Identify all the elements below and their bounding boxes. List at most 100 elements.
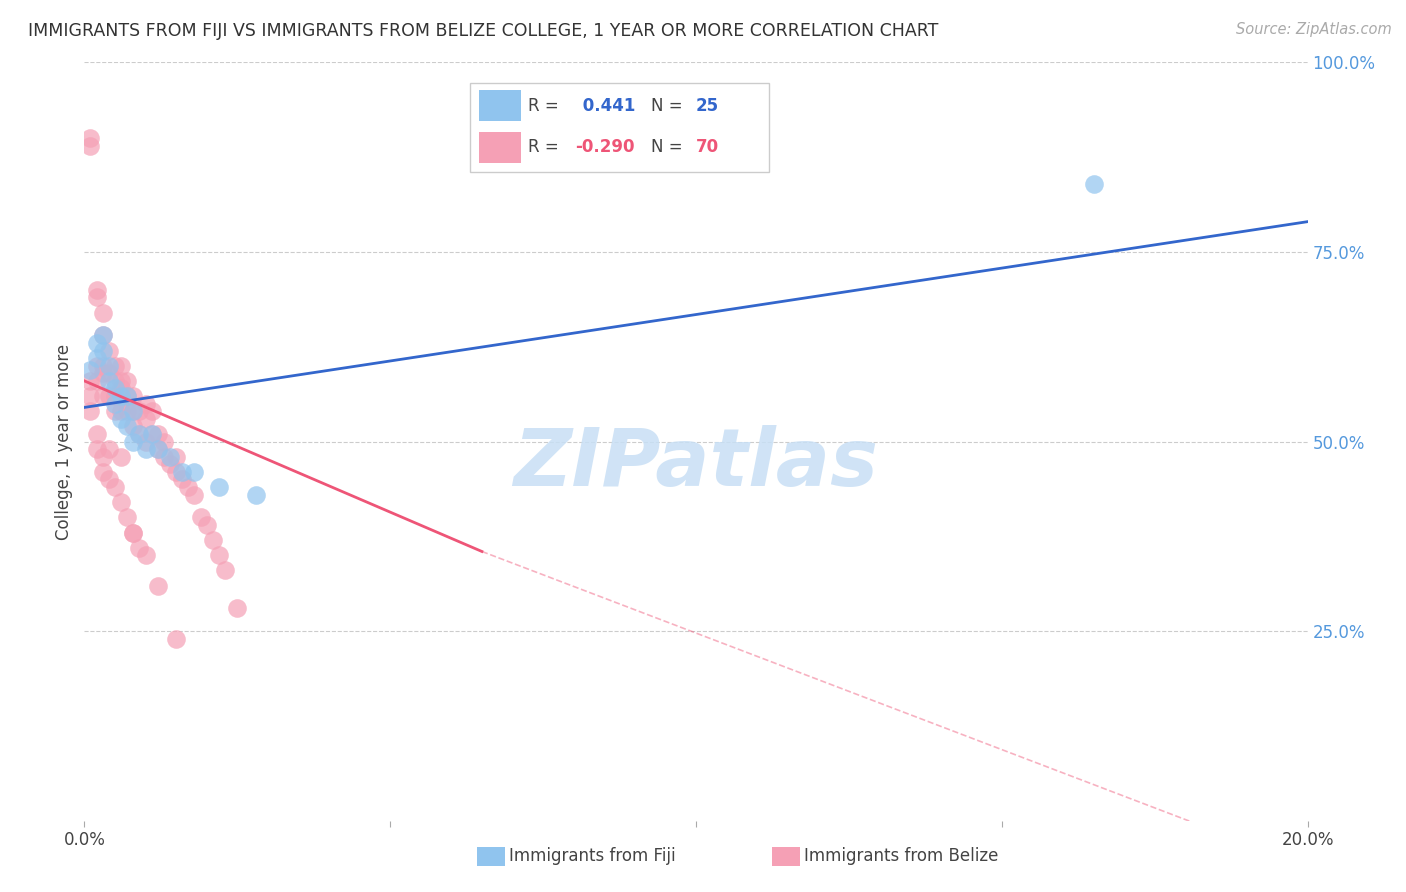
Text: N =: N = (651, 138, 682, 156)
Point (91, 305, 114, 319)
Point (110, 495, 132, 509)
Point (104, 374, 127, 388)
Point (115, 404, 138, 418)
Point (122, 404, 145, 418)
Point (165, 465, 187, 479)
Point (104, 359, 127, 373)
Point (177, 480, 200, 494)
Point (135, 412, 157, 426)
Text: R =: R = (529, 138, 560, 156)
Text: -0.290: -0.290 (575, 138, 634, 156)
FancyBboxPatch shape (470, 83, 769, 172)
Point (110, 359, 132, 373)
Text: IMMIGRANTS FROM FIJI VS IMMIGRANTS FROM BELIZE COLLEGE, 1 YEAR OR MORE CORRELATI: IMMIGRANTS FROM FIJI VS IMMIGRANTS FROM … (28, 22, 938, 40)
Point (91, 465, 114, 479)
Point (141, 427, 163, 442)
Text: Immigrants from Belize: Immigrants from Belize (804, 847, 998, 865)
Point (141, 404, 163, 418)
Point (128, 541, 150, 555)
Point (183, 465, 205, 479)
Point (195, 517, 218, 532)
Point (104, 389, 127, 403)
Point (110, 412, 132, 426)
Point (159, 450, 181, 464)
Point (97, 442, 120, 457)
Point (122, 434, 145, 449)
Point (110, 382, 132, 396)
Point (172, 465, 194, 479)
Point (91, 328, 114, 343)
Point (128, 427, 150, 442)
Point (115, 510, 138, 524)
Point (122, 525, 145, 540)
Point (122, 525, 145, 540)
Point (141, 427, 163, 442)
Point (115, 419, 138, 434)
Text: R =: R = (529, 96, 560, 115)
Text: N =: N = (651, 96, 682, 115)
Text: 25: 25 (696, 96, 718, 115)
Text: ZIPatlas: ZIPatlas (513, 425, 879, 503)
Point (79, 389, 101, 403)
Point (146, 579, 169, 593)
Point (97, 389, 120, 403)
Point (86, 351, 108, 366)
Point (110, 404, 132, 418)
Point (165, 632, 187, 646)
Point (115, 389, 138, 403)
Point (245, 487, 267, 501)
Point (79, 374, 101, 388)
Point (97, 473, 120, 487)
Point (110, 389, 132, 403)
Point (172, 473, 194, 487)
Point (135, 548, 157, 563)
Point (201, 533, 224, 548)
Point (104, 396, 127, 410)
Point (110, 450, 132, 464)
Point (91, 450, 114, 464)
Point (104, 382, 127, 396)
Point (183, 487, 205, 501)
Point (97, 343, 120, 358)
Point (86, 291, 108, 305)
Point (135, 442, 157, 457)
Text: Immigrants from Fiji: Immigrants from Fiji (509, 847, 676, 865)
Point (97, 374, 120, 388)
Point (128, 404, 150, 418)
Point (128, 427, 150, 442)
Point (122, 419, 145, 434)
Point (208, 548, 231, 563)
Point (165, 450, 187, 464)
Point (91, 359, 114, 373)
Point (146, 427, 169, 442)
Point (86, 283, 108, 297)
FancyBboxPatch shape (479, 90, 522, 120)
Point (115, 389, 138, 403)
Point (79, 404, 101, 418)
Point (159, 458, 181, 472)
Point (208, 480, 231, 494)
Point (79, 131, 101, 145)
Point (86, 427, 108, 442)
Text: 70: 70 (696, 138, 718, 156)
Point (97, 366, 120, 380)
Point (91, 328, 114, 343)
Point (79, 138, 101, 153)
Point (135, 396, 157, 410)
Point (79, 362, 101, 376)
Point (97, 359, 120, 373)
Point (1083, 177, 1105, 191)
Point (122, 389, 145, 403)
Point (86, 374, 108, 388)
Text: Source: ZipAtlas.com: Source: ZipAtlas.com (1236, 22, 1392, 37)
Point (226, 601, 249, 615)
Point (122, 404, 145, 418)
Point (146, 442, 169, 457)
FancyBboxPatch shape (479, 132, 522, 162)
Point (190, 510, 212, 524)
Point (86, 442, 108, 457)
Point (146, 442, 169, 457)
Point (153, 434, 176, 449)
Point (214, 564, 236, 578)
Text: 0.441: 0.441 (578, 96, 636, 115)
